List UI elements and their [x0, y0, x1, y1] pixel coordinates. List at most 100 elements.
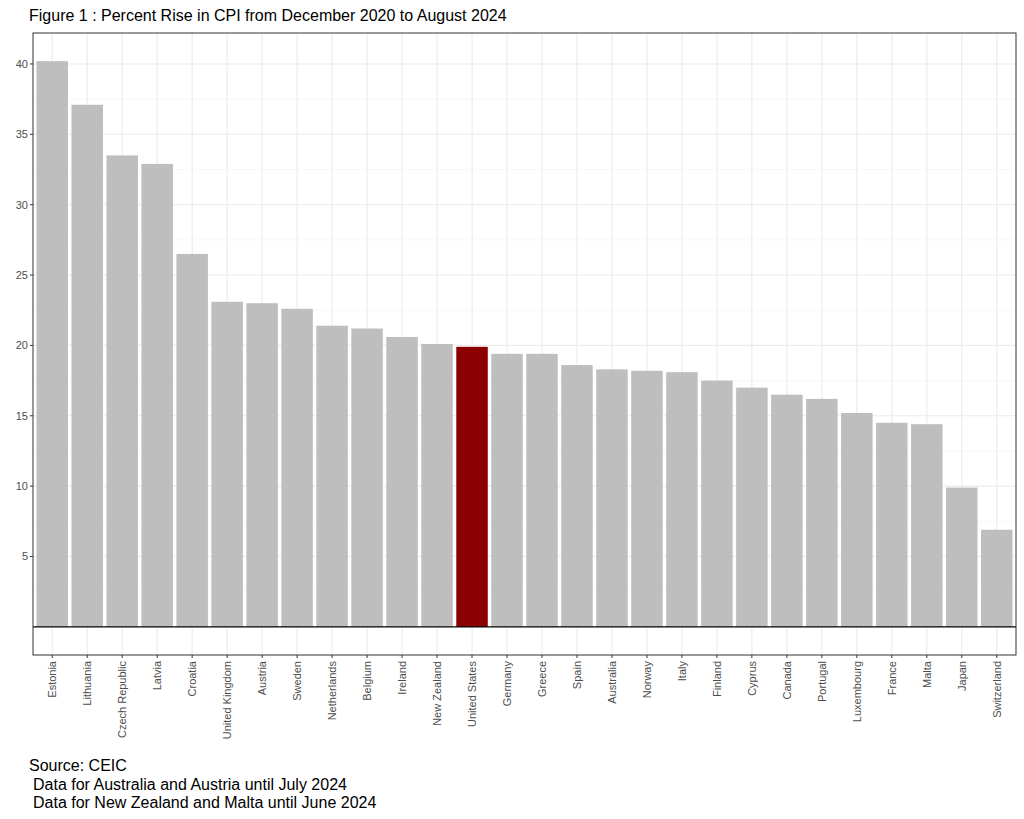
tick-mark	[926, 655, 927, 658]
bar	[351, 329, 382, 627]
bar	[736, 388, 767, 627]
tick-mark	[30, 275, 33, 276]
grid-line	[33, 63, 1016, 64]
tick-mark	[576, 655, 577, 658]
tick-mark	[262, 655, 263, 658]
category-label: Belgium	[361, 661, 373, 701]
category-label: New Zealand	[431, 661, 443, 726]
tick-mark	[996, 655, 997, 658]
chart: 5 10 15 20 25 30 35 40 Estonia Lithuania Czech Rep…	[0, 0, 1024, 819]
category-label: United States	[466, 661, 478, 728]
category-label: Cyprus	[746, 661, 758, 696]
minor-grid-line	[33, 169, 1016, 170]
category-label: Greece	[536, 661, 548, 697]
tick-label: 15	[16, 410, 28, 422]
bar	[281, 309, 312, 627]
tick-mark	[297, 655, 298, 658]
grid-line	[33, 134, 1016, 135]
tick-mark	[611, 655, 612, 658]
bar	[36, 61, 67, 627]
plot-frame	[33, 33, 1016, 655]
bar	[526, 354, 557, 627]
bar	[666, 372, 697, 627]
tick-mark	[30, 63, 33, 64]
bar	[456, 347, 487, 627]
bar	[211, 302, 242, 627]
tick-mark	[751, 655, 752, 658]
tick-mark	[52, 655, 53, 658]
tick-mark	[332, 655, 333, 658]
tick-label: 20	[16, 339, 28, 351]
category-label: Spain	[571, 661, 583, 689]
bar	[631, 371, 662, 627]
category-label: Sweden	[291, 661, 303, 701]
tick-mark	[157, 655, 158, 658]
bar	[246, 303, 277, 627]
tick-mark	[856, 655, 857, 658]
category-label: Canada	[781, 660, 793, 699]
category-label: Netherlands	[326, 661, 338, 721]
category-label: Finland	[711, 661, 723, 697]
tick-mark	[472, 655, 473, 658]
bar	[876, 423, 907, 627]
tick-mark	[367, 655, 368, 658]
bar	[946, 488, 977, 627]
bar	[806, 399, 837, 627]
tick-label: 30	[16, 199, 28, 211]
bar	[421, 344, 452, 627]
tick-mark	[30, 486, 33, 487]
tick-label: 35	[16, 128, 28, 140]
category-label: Japan	[956, 661, 968, 691]
tick-mark	[30, 415, 33, 416]
category-label: Estonia	[46, 660, 58, 698]
category-label: Czech Republic	[116, 661, 128, 739]
tick-mark	[961, 655, 962, 658]
tick-mark	[122, 655, 123, 658]
category-label: Croatia	[186, 660, 198, 696]
category-label: Portugal	[816, 661, 828, 702]
tick-label: 10	[16, 480, 28, 492]
tick-mark	[30, 556, 33, 557]
bar	[71, 105, 102, 627]
minor-grid-line	[33, 99, 1016, 100]
grid-line	[33, 204, 1016, 205]
bar	[316, 326, 347, 627]
plot-background	[33, 33, 1016, 655]
tick-mark	[786, 655, 787, 658]
x-axis: EstoniaLithuaniaCzech RepublicLatviaCroa…	[46, 655, 1003, 739]
baseline	[33, 626, 1016, 627]
tick-mark	[30, 345, 33, 346]
tick-mark	[227, 655, 228, 658]
tick-mark	[30, 134, 33, 135]
category-label: Australia	[606, 660, 618, 704]
title: Figure 1 : Percent Rise in CPI from Dece…	[29, 7, 507, 24]
category-label: United Kingdom	[221, 661, 233, 739]
tick-mark	[891, 655, 892, 658]
tick-mark	[402, 655, 403, 658]
tick-mark	[437, 655, 438, 658]
caption: Data for Australia and Austria until Jul…	[33, 776, 347, 793]
tick-label: 5	[22, 550, 28, 562]
bar	[386, 337, 417, 627]
tick-mark	[192, 655, 193, 658]
bars	[33, 61, 1016, 627]
category-label: Switzerland	[991, 661, 1003, 718]
tick-label: 25	[16, 269, 28, 281]
tick-mark	[681, 655, 682, 658]
tick-mark	[646, 655, 647, 658]
tick-label: 40	[16, 58, 28, 70]
category-label: Lithuania	[81, 660, 93, 706]
bar	[106, 155, 137, 626]
category-label: Luxembourg	[851, 661, 863, 722]
bar	[911, 424, 942, 627]
grid	[33, 33, 1016, 655]
category-label: Italy	[676, 661, 688, 682]
caption: Data for New Zealand and Malta until Jun…	[33, 794, 376, 811]
bar	[596, 369, 627, 627]
bar	[771, 395, 802, 627]
bar	[141, 164, 172, 627]
tick-mark	[507, 655, 508, 658]
tick-mark	[541, 655, 542, 658]
tick-mark	[716, 655, 717, 658]
category-label: Malta	[921, 660, 933, 688]
